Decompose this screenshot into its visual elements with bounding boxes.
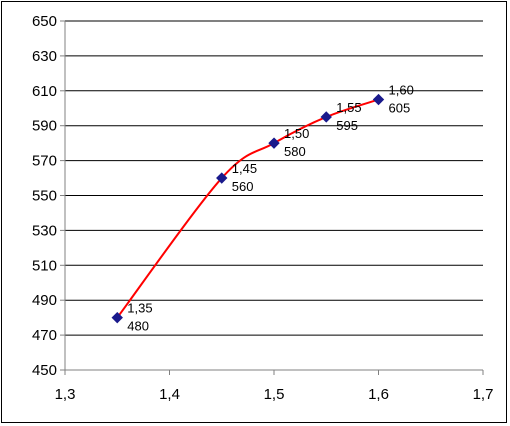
axes <box>60 20 484 375</box>
data-label-x: 1,45 <box>232 161 257 176</box>
x-tick-label: 1,6 <box>368 386 389 403</box>
series-curve <box>116 98 379 319</box>
data-label-y: 595 <box>336 118 358 133</box>
gridlines <box>65 20 483 336</box>
data-point-marker <box>320 111 332 123</box>
y-tick-label: 550 <box>32 188 57 205</box>
x-tick-label: 1,3 <box>55 386 76 403</box>
data-label-x: 1,50 <box>284 126 309 141</box>
data-label-y: 580 <box>284 144 306 159</box>
y-tick-labels: 450 470 490 510 530 550 570 590 610 630 650 <box>32 13 57 379</box>
x-tick-labels: 1,3 1,4 1,5 1,6 1,7 <box>55 386 494 403</box>
data-label-y: 605 <box>389 101 411 116</box>
data-label-x: 1,35 <box>127 301 152 316</box>
data-point-marker <box>216 172 228 184</box>
y-tick-label: 450 <box>32 362 57 379</box>
data-labels: 1,35 480 1,45 560 1,50 580 1,55 595 1,60 605 <box>127 83 414 334</box>
y-tick-label: 630 <box>32 48 57 65</box>
data-point-marker <box>111 311 123 324</box>
data-point-marker <box>372 93 385 106</box>
x-tick-label: 1,5 <box>264 386 285 403</box>
series-markers <box>111 93 385 324</box>
x-tick-label: 1,7 <box>473 386 494 403</box>
y-tick-label: 590 <box>32 118 57 135</box>
y-tick-label: 650 <box>32 13 57 30</box>
y-tick-label: 470 <box>32 327 57 344</box>
y-tick-label: 510 <box>32 257 57 274</box>
data-point-marker <box>268 137 280 149</box>
y-tick-label: 570 <box>32 153 57 170</box>
y-tick-label: 530 <box>32 222 57 239</box>
data-label-x: 1,60 <box>389 83 414 98</box>
x-tick-label: 1,4 <box>159 386 180 403</box>
y-tick-label: 610 <box>32 83 57 100</box>
data-label-y: 560 <box>232 179 254 194</box>
data-label-x: 1,55 <box>336 100 361 115</box>
data-label-y: 480 <box>127 319 149 334</box>
y-tick-label: 490 <box>32 292 57 309</box>
